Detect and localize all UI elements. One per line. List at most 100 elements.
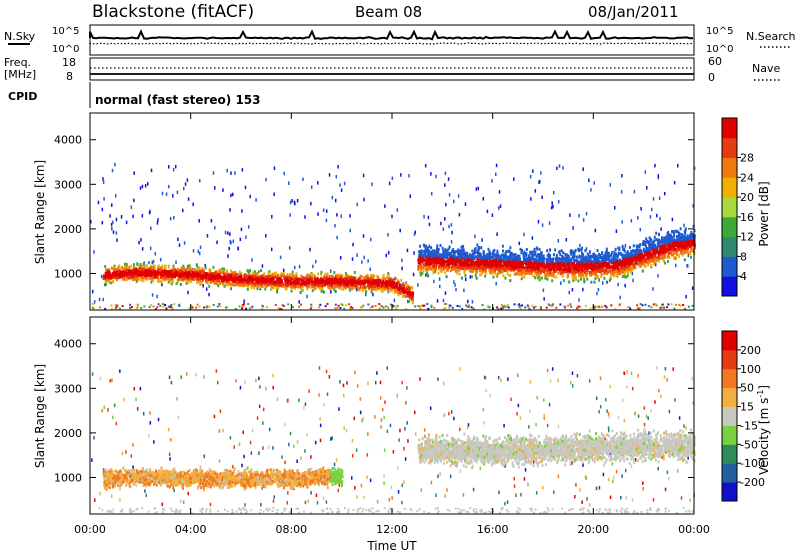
data-point — [650, 259, 653, 263]
data-point — [667, 236, 670, 240]
data-point — [267, 271, 270, 275]
data-point — [196, 273, 199, 277]
data-point — [354, 286, 357, 290]
data-point — [110, 281, 113, 285]
data-point — [229, 232, 231, 236]
data-point — [382, 274, 385, 277]
data-point — [312, 264, 314, 269]
data-point — [569, 213, 571, 217]
data-point — [481, 238, 483, 242]
data-point — [667, 253, 670, 256]
data-point — [523, 254, 526, 258]
data-point — [207, 274, 210, 278]
data-point — [178, 276, 180, 280]
data-point — [147, 273, 150, 277]
data-point — [513, 258, 516, 262]
data-point — [381, 277, 384, 281]
data-point — [504, 268, 506, 272]
data-point — [656, 246, 659, 250]
data-point — [555, 255, 558, 259]
data-point — [516, 272, 519, 276]
data-point — [504, 276, 507, 280]
data-point — [425, 262, 428, 266]
data-point — [143, 270, 146, 274]
data-point — [203, 274, 206, 278]
data-point — [621, 220, 623, 224]
data-point — [199, 269, 202, 273]
data-point — [365, 290, 368, 294]
data-point — [441, 259, 444, 262]
data-point — [455, 250, 458, 253]
data-point — [107, 278, 110, 282]
data-point — [611, 261, 614, 265]
data-point — [456, 264, 459, 268]
data-point — [413, 251, 415, 255]
data-point — [631, 256, 634, 260]
data-point — [509, 246, 512, 250]
data-point — [488, 258, 491, 262]
data-point — [153, 264, 156, 268]
data-point — [230, 171, 232, 175]
data-point — [480, 272, 483, 276]
data-point — [554, 270, 556, 274]
data-point — [596, 249, 599, 253]
data-point — [464, 254, 466, 258]
data-point — [118, 264, 121, 268]
data-point — [265, 177, 267, 182]
data-point — [307, 285, 310, 289]
data-point — [315, 286, 318, 290]
data-point — [621, 254, 624, 258]
data-point — [517, 260, 520, 264]
data-point — [334, 198, 337, 203]
data-point — [174, 275, 176, 279]
data-point — [669, 243, 672, 247]
data-point — [370, 290, 373, 294]
data-point — [590, 280, 593, 284]
data-point — [675, 251, 678, 255]
data-point — [327, 285, 330, 289]
data-point — [448, 193, 451, 197]
data-point — [310, 283, 313, 287]
data-point — [681, 253, 684, 257]
data-point — [463, 270, 466, 274]
data-point — [604, 263, 607, 267]
data-point — [448, 262, 451, 266]
data-point — [571, 273, 574, 277]
data-point — [437, 264, 440, 268]
data-point — [596, 254, 599, 258]
data-point — [349, 285, 352, 289]
data-point — [602, 254, 605, 258]
data-point — [639, 227, 642, 232]
data-point — [485, 263, 488, 267]
data-point — [530, 263, 533, 267]
data-point — [623, 264, 626, 268]
data-point — [467, 299, 469, 304]
data-point — [649, 260, 652, 264]
data-point — [538, 180, 540, 184]
data-point — [520, 251, 523, 255]
data-point — [652, 241, 655, 245]
data-point — [257, 270, 260, 274]
data-point — [370, 287, 373, 291]
data-point — [335, 274, 338, 277]
data-point — [132, 278, 134, 281]
data-point — [645, 244, 647, 248]
data-point — [658, 259, 660, 263]
data-point — [591, 255, 594, 259]
data-point — [172, 194, 174, 198]
data-point — [675, 256, 678, 260]
data-point — [208, 292, 210, 297]
data-point — [291, 281, 294, 285]
data-point — [678, 232, 681, 236]
data-point — [422, 263, 425, 266]
data-point — [515, 266, 518, 270]
data-point — [548, 221, 551, 225]
data-point — [180, 266, 183, 270]
data-point — [214, 226, 216, 230]
data-point — [115, 231, 118, 235]
data-point — [393, 298, 396, 303]
data-point — [476, 250, 479, 254]
data-point — [480, 268, 483, 272]
data-point — [152, 275, 154, 279]
data-point — [429, 267, 432, 271]
